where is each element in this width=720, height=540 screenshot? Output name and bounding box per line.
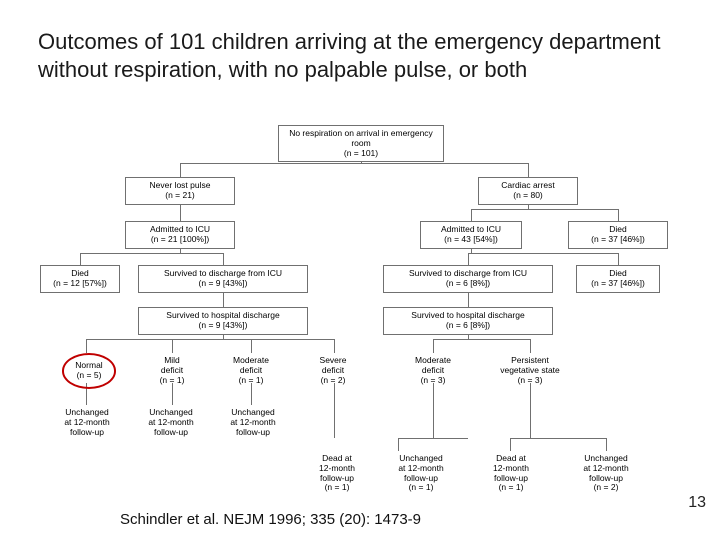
connector-line	[530, 339, 531, 353]
node-u1: Unchangedat 12-monthfollow-up	[52, 405, 122, 440]
node-modR: Moderatedeficit(n = 3)	[402, 353, 464, 388]
connector-line	[223, 253, 224, 265]
node-text: follow-up	[70, 428, 104, 438]
node-u5: Unchangedat 12-monthfollow-up(n = 2)	[566, 451, 646, 496]
connector-line	[80, 253, 81, 265]
connector-line	[528, 163, 529, 177]
node-text: (n = 12 [57%])	[53, 279, 107, 289]
connector-line	[180, 163, 528, 164]
node-survR: Survived to discharge from ICU(n = 6 [8%…	[383, 265, 553, 293]
connector-line	[433, 339, 530, 340]
node-text: (n = 9 [43%])	[199, 321, 248, 331]
node-ca: Cardiac arrest(n = 80)	[478, 177, 578, 205]
node-nlp: Never lost pulse(n = 21)	[125, 177, 235, 205]
node-diedR: Died(n = 37 [46%])	[576, 265, 660, 293]
node-hospR: Survived to hospital discharge(n = 6 [8%…	[383, 307, 553, 335]
node-root: No respiration on arrival in emergency r…	[278, 125, 444, 162]
node-sev: Severedeficit(n = 2)	[304, 353, 362, 388]
node-text: (n = 1)	[409, 483, 434, 493]
node-norm: Normal(n = 5)	[62, 353, 116, 389]
node-text: (n = 2)	[594, 483, 619, 493]
node-text: (n = 80)	[513, 191, 543, 201]
slide-title: Outcomes of 101 children arriving at the…	[38, 28, 678, 84]
node-u2: Unchangedat 12-monthfollow-up	[136, 405, 206, 440]
node-text: (n = 1)	[325, 483, 350, 493]
node-diedER: Died(n = 37 [46%])	[568, 221, 668, 249]
node-icuR: Admitted to ICU(n = 43 [54%])	[420, 221, 522, 249]
connector-line	[86, 339, 334, 340]
node-text: (n = 3)	[421, 376, 446, 386]
node-text: (n = 1)	[160, 376, 185, 386]
node-text: (n = 21)	[165, 191, 195, 201]
connector-line	[172, 339, 173, 353]
connector-line	[398, 438, 399, 451]
connector-line	[433, 339, 434, 353]
connector-line	[471, 209, 618, 210]
node-u4: Unchangedat 12-monthfollow-up(n = 1)	[384, 451, 458, 496]
connector-line	[251, 339, 252, 353]
connector-line	[398, 438, 468, 439]
connector-line	[86, 339, 87, 353]
connector-line	[618, 253, 619, 265]
flowchart-diagram: No respiration on arrival in emergency r…	[30, 125, 690, 485]
node-mild: Milddeficit(n = 1)	[142, 353, 202, 388]
node-text: follow-up	[154, 428, 188, 438]
node-text: (n = 1)	[499, 483, 524, 493]
node-mod: Moderatedeficit(n = 1)	[220, 353, 282, 388]
node-text: (n = 43 [54%])	[444, 235, 498, 245]
connector-line	[180, 163, 181, 177]
node-text: (n = 2)	[321, 376, 346, 386]
connector-line	[510, 438, 606, 439]
connector-line	[468, 253, 618, 254]
node-text: (n = 21 [100%])	[151, 235, 209, 245]
node-d12b: Dead at12-monthfollow-up(n = 1)	[476, 451, 546, 496]
node-pvs: Persistentvegetative state(n = 3)	[480, 353, 580, 388]
node-u3: Unchangedat 12-monthfollow-up	[218, 405, 288, 440]
connector-line	[334, 383, 335, 438]
node-diedL: Died(n = 12 [57%])	[40, 265, 120, 293]
node-text: (n = 101)	[344, 149, 378, 159]
connector-line	[80, 253, 223, 254]
node-text: (n = 6 [8%])	[446, 321, 490, 331]
node-text: (n = 3)	[518, 376, 543, 386]
connector-line	[468, 253, 469, 265]
connector-line	[433, 383, 434, 438]
connector-line	[471, 209, 472, 221]
node-text: follow-up	[236, 428, 270, 438]
page-number: 13	[688, 494, 706, 512]
node-d12a: Dead at12-monthfollow-up(n = 1)	[306, 451, 368, 496]
node-text: (n = 37 [46%])	[591, 279, 645, 289]
node-text: (n = 9 [43%])	[199, 279, 248, 289]
connector-line	[510, 438, 511, 451]
connector-line	[606, 438, 607, 451]
connector-line	[618, 209, 619, 221]
node-text: (n = 6 [8%])	[446, 279, 490, 289]
node-survL: Survived to discharge from ICU(n = 9 [43…	[138, 265, 308, 293]
connector-line	[334, 339, 335, 353]
node-text: (n = 1)	[239, 376, 264, 386]
node-hospL: Survived to hospital discharge(n = 9 [43…	[138, 307, 308, 335]
node-text: No respiration on arrival in emergency r…	[281, 129, 441, 149]
node-text: (n = 37 [46%])	[591, 235, 645, 245]
node-icuL: Admitted to ICU(n = 21 [100%])	[125, 221, 235, 249]
node-text: (n = 5)	[77, 371, 102, 381]
connector-line	[530, 383, 531, 438]
citation-text: Schindler et al. NEJM 1996; 335 (20): 14…	[120, 511, 421, 528]
